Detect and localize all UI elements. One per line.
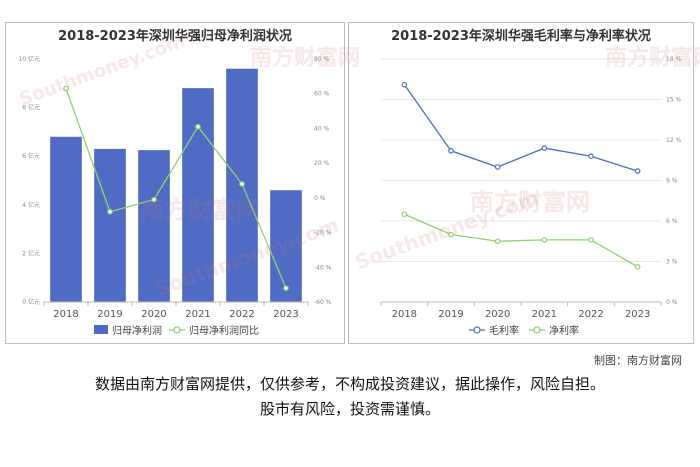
chart-panel-net-profit: 2018-2023年深圳华强归母净利润状况 0 亿元 2 亿元 4 亿元 6 亿元 8 … [5, 22, 345, 344]
net-margin-point-2018 [401, 211, 408, 218]
disclaimer-line-2: 股市有风险，投资需谨慎。 [259, 400, 440, 418]
y-right-tick-label: 40 % [314, 125, 330, 132]
y-right-tick-label: 0 % [666, 299, 678, 306]
legend-swatch-marker [533, 326, 541, 334]
x-tick-label: 2021 [185, 309, 210, 320]
yoy-point-2018 [63, 85, 69, 92]
x-tick-label: 2018 [392, 309, 417, 320]
legend-label-gross: 毛利率 [489, 324, 519, 337]
y-right-tick-label: -40 % [314, 264, 332, 271]
y-right-tick-label: -20 % [314, 230, 332, 237]
x-tick-label: 2022 [229, 309, 254, 320]
y-right-tick-label: 3 % [666, 259, 678, 266]
bar-2021 [182, 88, 214, 302]
net-margin-point-2022 [588, 237, 594, 243]
yoy-line [65, 88, 287, 289]
net-margin-point-2021 [541, 237, 548, 243]
gross-margin-point-2019 [448, 148, 454, 154]
bar-2023 [270, 190, 302, 302]
y-right-tick-label: 15 % [666, 97, 682, 104]
y-right-tick-label: 80 % [314, 56, 330, 63]
chart-panel-margins: 2018-2023年深圳华强毛利率与净利率状况 0 % 3 % 6 % 9 % 12 %… [348, 22, 694, 344]
x-tick-label: 2023 [273, 309, 298, 320]
y-left-tick-label: 0 亿元 [22, 298, 40, 306]
gross-margin-line [403, 84, 638, 172]
x-tick-label: 2020 [141, 309, 166, 320]
bar-2020 [138, 150, 170, 302]
chart-title: 2018-2023年深圳华强毛利率与净利率状况 [391, 29, 651, 44]
gross-margin-point-2018 [401, 81, 408, 88]
y-right-tick-label: 6 % [666, 218, 678, 225]
legend-swatch-bar [94, 325, 108, 334]
x-tick-label: 2022 [578, 309, 603, 320]
y-right-tick-label: 0 % [314, 195, 326, 202]
x-tick-label: 2021 [532, 309, 557, 320]
chart-credit: 制图：南方财富网 [594, 354, 682, 367]
legend-label-bar: 归母净利润 [112, 324, 162, 337]
yoy-point-2022 [239, 181, 245, 187]
bar-2018 [50, 136, 82, 302]
gross-margin-point-2023 [634, 168, 641, 174]
y-right-tick-label: 9 % [666, 178, 678, 185]
yoy-point-2023 [283, 285, 289, 291]
x-tick-label: 2018 [53, 309, 78, 320]
x-tick-label: 2019 [97, 309, 122, 320]
net-margin-line [404, 213, 638, 268]
y-left-tick-label: 6 亿元 [22, 152, 40, 160]
y-left-tick-label: 4 亿元 [22, 201, 40, 209]
x-tick-label: 2019 [438, 309, 463, 320]
net-margin-point-2023 [634, 264, 641, 270]
y-left-tick-label: 8 亿元 [22, 104, 40, 112]
y-right-tick-label: -60 % [314, 299, 332, 306]
net-profit-chart: 0 亿元 2 亿元 4 亿元 6 亿元 8 亿元 10 亿元 -60 % -40 % -20 %… [18, 55, 332, 337]
x-tick-label: 2023 [625, 309, 650, 320]
y-right-tick-label: 18 % [666, 56, 682, 63]
yoy-point-2020 [151, 196, 157, 203]
margin-chart: 0 % 3 % 6 % 9 % 12 % 15 % 18 % 2018 2019 2020 2021… [380, 56, 682, 337]
yoy-point-2019 [107, 208, 113, 215]
net-margin-point-2020 [494, 238, 501, 245]
chart-title: 2018-2023年深圳华强归母净利润状况 [58, 29, 292, 44]
gross-margin-point-2021 [541, 145, 548, 151]
gross-margin-point-2022 [588, 153, 594, 160]
disclaimer-line-1: 数据由南方财富网提供，仅供参考，不构成投资建议，据此操作，风险自担。 [94, 375, 605, 393]
y-right-tick-label: 20 % [314, 160, 330, 167]
legend-label-line: 归母净利润同比 [189, 324, 259, 337]
legend-label-net: 净利率 [549, 324, 579, 337]
y-left-tick-label: 2 亿元 [22, 249, 40, 257]
yoy-point-2021 [195, 123, 201, 130]
x-tick-label: 2020 [485, 309, 510, 320]
y-right-tick-label: 60 % [314, 91, 330, 98]
y-right-tick-label: 12 % [666, 137, 682, 144]
y-left-tick-label: 10 亿元 [18, 55, 40, 63]
legend-swatch-marker [173, 326, 181, 334]
legend-swatch-marker [473, 326, 481, 334]
bar-2019 [94, 148, 126, 302]
gross-margin-point-2020 [494, 164, 501, 170]
net-margin-point-2019 [448, 231, 454, 238]
